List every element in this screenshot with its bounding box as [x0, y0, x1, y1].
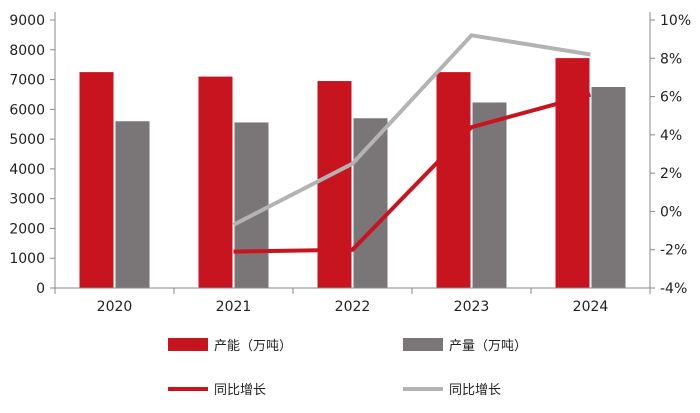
left-tick-label: 4000 — [9, 162, 45, 178]
left-tick-label: 3000 — [9, 192, 45, 208]
legend-item-output: 产量（万吨） — [403, 338, 527, 354]
legend-label: 同比增长 — [449, 383, 501, 398]
right-tick-label: 2% — [660, 166, 682, 182]
legend-swatch — [168, 338, 208, 351]
growth-line-red — [233, 92, 592, 254]
bar-capacity-2023 — [436, 72, 471, 288]
left-tick-label: 0 — [36, 281, 45, 297]
right-tick-label: 4% — [660, 128, 682, 144]
bar-output-2020 — [115, 121, 150, 288]
growth-line-grey — [232, 33, 591, 227]
bar-output-2024 — [591, 87, 626, 288]
left-tick-label: 6000 — [9, 102, 45, 118]
x-tick-label: 2020 — [97, 299, 133, 315]
lines-layer — [232, 33, 592, 254]
legend-item-growth-red: 同比增长 — [168, 383, 266, 398]
right-tick-label: 6% — [660, 90, 682, 106]
legend-label: 产量（万吨） — [449, 339, 527, 354]
left-tick-label: 8000 — [9, 43, 45, 59]
axes-layer: 0 1000 2000 3000 4000 5000 6000 7000 8000 9000 -4%… — [9, 12, 691, 315]
x-tick-label: 2022 — [335, 299, 371, 315]
bars-layer — [79, 58, 626, 289]
left-tick-label: 1000 — [9, 251, 45, 267]
legend-item-growth-grey: 同比增长 — [403, 383, 501, 398]
left-tick-label: 2000 — [9, 221, 45, 237]
bar-capacity-2022 — [317, 81, 352, 289]
bar-capacity-2020 — [79, 72, 114, 288]
x-tick-label: 2023 — [454, 299, 490, 315]
legend-label: 同比增长 — [214, 383, 266, 398]
legend-label: 产能（万吨） — [214, 339, 292, 354]
right-tick-label: 10% — [660, 13, 691, 29]
left-tick-label: 7000 — [9, 73, 45, 89]
right-tick-label: -4% — [660, 281, 687, 297]
bar-output-2021 — [234, 122, 269, 289]
x-tick-label: 2024 — [573, 299, 609, 315]
right-tick-label: -2% — [660, 243, 687, 259]
bar-capacity-2021 — [198, 76, 233, 288]
legend: 产能（万吨） 产量（万吨） 同比增长 同比增长 — [168, 338, 527, 398]
bar-capacity-2024 — [555, 58, 590, 288]
legend-swatch — [403, 338, 443, 351]
right-tick-label: 0% — [660, 204, 682, 220]
legend-item-capacity: 产能（万吨） — [168, 338, 292, 354]
bar-output-2023 — [472, 102, 507, 289]
left-tick-label: 9000 — [9, 13, 45, 29]
right-tick-label: 8% — [660, 51, 682, 67]
x-tick-label: 2021 — [216, 299, 252, 315]
left-tick-label: 5000 — [9, 132, 45, 148]
